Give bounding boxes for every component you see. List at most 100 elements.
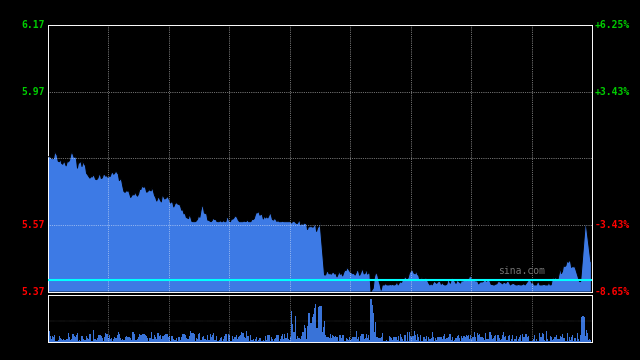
Bar [186,338,187,342]
Bar [190,330,191,342]
Bar [108,338,109,342]
Bar [375,322,376,342]
Bar [412,336,413,342]
Bar [454,341,456,342]
Bar [546,332,547,342]
Bar [275,338,276,342]
Bar [130,338,131,342]
Bar [312,314,314,342]
Bar [115,338,116,342]
Bar [129,337,130,342]
Bar [184,334,186,342]
Bar [153,339,154,342]
Bar [449,334,450,342]
Bar [349,337,350,342]
Bar [69,337,70,342]
Bar [520,335,521,342]
Bar [525,334,527,342]
Bar [550,337,552,342]
Bar [390,337,391,342]
Bar [256,337,257,342]
Bar [538,341,540,342]
Bar [80,341,81,342]
Bar [470,335,471,342]
Bar [278,341,280,342]
Bar [62,340,63,342]
Bar [243,337,244,342]
Bar [531,341,532,342]
Bar [321,306,322,342]
Bar [581,317,582,342]
Bar [76,336,77,342]
Bar [59,336,60,342]
Bar [154,334,155,342]
Bar [253,341,255,342]
Bar [426,336,427,342]
Bar [65,338,67,342]
Bar [356,331,357,342]
Bar [241,332,243,342]
Bar [456,336,458,342]
Bar [552,339,553,342]
Bar [512,335,513,342]
Bar [194,334,195,342]
Bar [323,327,324,342]
Bar [166,334,168,342]
Bar [105,333,106,342]
Bar [200,339,202,342]
Bar [468,335,469,342]
Bar [557,339,559,342]
Bar [493,338,494,342]
Bar [68,333,69,342]
Bar [106,334,108,342]
Bar [474,332,475,342]
Bar [509,335,510,342]
Bar [477,333,478,342]
Bar [257,341,258,342]
Bar [169,336,170,342]
Bar [543,334,544,342]
Bar [376,337,377,342]
Bar [306,339,307,342]
Bar [100,336,102,342]
Bar [250,335,252,342]
Bar [355,337,356,342]
Bar [331,338,332,342]
Bar [393,337,394,342]
Bar [137,339,138,342]
Bar [469,339,470,342]
Bar [339,336,340,342]
Bar [575,341,577,342]
Bar [351,339,352,342]
Bar [124,341,125,342]
Bar [502,335,503,342]
Bar [96,340,97,342]
Bar [425,339,426,342]
Bar [182,334,184,342]
Bar [301,336,303,342]
Bar [467,336,468,342]
Bar [264,341,265,342]
Bar [224,336,225,342]
Bar [170,341,171,342]
Bar [427,341,428,342]
Bar [297,336,298,342]
Bar [570,340,571,342]
Bar [138,337,140,342]
Bar [536,338,537,342]
Bar [71,339,72,342]
Bar [159,335,161,342]
Bar [573,341,575,342]
Bar [244,338,246,342]
Bar [204,339,205,342]
Text: -8.65%: -8.65% [595,287,630,297]
Bar [173,339,174,342]
Bar [357,339,358,342]
Bar [198,334,199,342]
Bar [347,339,348,342]
Bar [522,334,524,342]
Bar [566,333,568,342]
Bar [413,331,415,342]
Bar [293,332,294,342]
Bar [63,339,65,342]
